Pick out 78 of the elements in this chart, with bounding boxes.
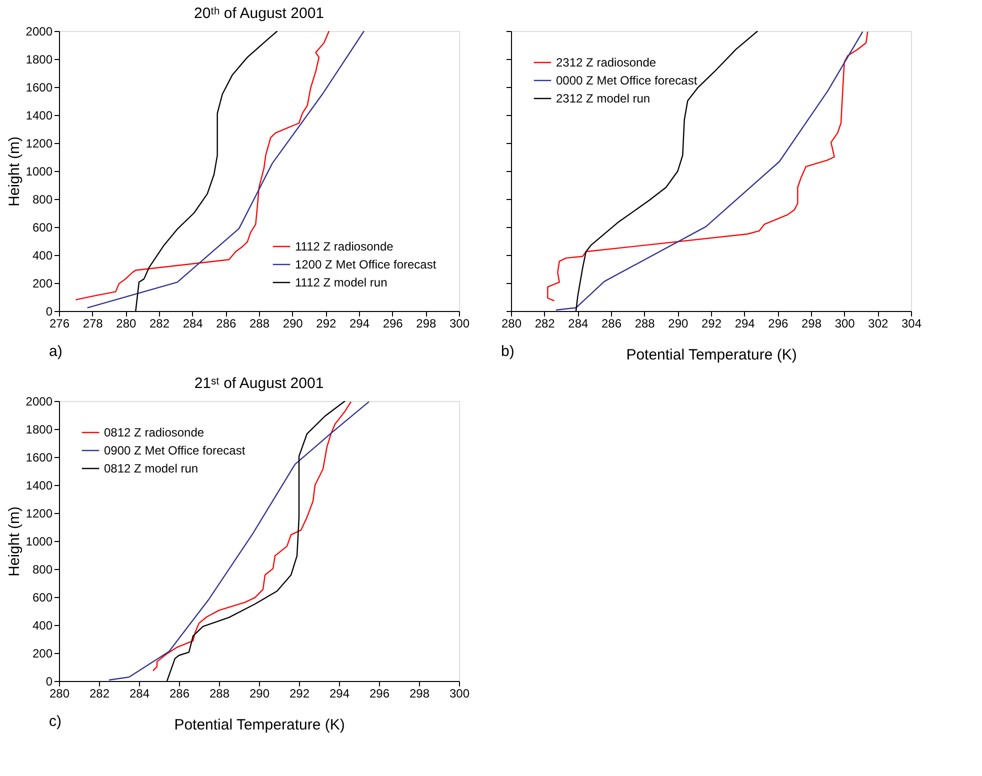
legend-label: 0900 Z Met Office forecast — [104, 444, 246, 458]
x-tick-label: 280 — [49, 686, 70, 700]
x-tick-label: 284 — [129, 686, 150, 700]
y-tick-label: 1200 — [26, 136, 53, 150]
x-tick-label: 282 — [149, 316, 170, 330]
x-tick-label: 288 — [634, 316, 656, 330]
legend-label: 0812 Z radiosonde — [104, 426, 204, 440]
y-tick-label: 1000 — [26, 534, 53, 548]
y-tick-label: 1800 — [26, 422, 53, 436]
x-tick-label: 276 — [49, 316, 70, 330]
y-tick-label: 200 — [32, 646, 53, 660]
x-tick-label: 290 — [282, 316, 304, 330]
y-tick-label: 400 — [32, 618, 53, 632]
text: a) — [49, 343, 62, 360]
x-tick-label: 286 — [169, 686, 190, 700]
x-tick-label: 304 — [901, 316, 922, 330]
y-tick-label: 400 — [32, 248, 53, 262]
x-tick-label: 280 — [116, 316, 136, 330]
legend-label: 0000 Z Met Office forecast — [556, 74, 698, 88]
x-tick-label: 282 — [534, 316, 556, 330]
y-tick-label: 0 — [46, 304, 53, 318]
y-tick-label: 1600 — [26, 80, 53, 94]
x-tick-label: 302 — [868, 316, 888, 330]
y-tick-label: 600 — [32, 590, 53, 604]
line-series — [75, 31, 330, 300]
y-tick-label: 1400 — [26, 108, 53, 122]
y-tick-label: 2000 — [26, 24, 53, 38]
x-tick-label: 288 — [249, 316, 270, 330]
y-tick-label: 800 — [32, 192, 53, 206]
y-tick-label: 1000 — [26, 164, 53, 178]
x-axis-title: Potential Temperature (K) — [626, 346, 797, 364]
x-tick-label: 298 — [416, 316, 436, 330]
y-tick-label: 800 — [32, 562, 53, 576]
x-tick-label: 278 — [82, 316, 104, 330]
y-tick-label: 1800 — [26, 52, 53, 66]
x-tick-label: 292 — [316, 316, 336, 330]
y-tick-label: 2000 — [26, 394, 53, 408]
text: c) — [49, 713, 62, 730]
x-tick-label: 298 — [801, 316, 822, 330]
x-tick-label: 286 — [216, 316, 236, 330]
legend-label: 2312 Z radiosonde — [556, 56, 656, 70]
x-tick-label: 290 — [668, 316, 688, 330]
x-tick-label: 292 — [701, 316, 722, 330]
x-tick-label: 296 — [768, 316, 788, 330]
x-tick-label: 292 — [289, 686, 310, 700]
y-tick-label: 1200 — [26, 506, 53, 520]
x-tick-label: 282 — [89, 686, 110, 700]
legend-label: 1112 Z model run — [295, 276, 388, 290]
y-tick-label: 200 — [32, 276, 53, 290]
x-tick-label: 294 — [329, 686, 350, 700]
x-tick-label: 298 — [409, 686, 430, 700]
x-tick-label: 280 — [501, 316, 522, 330]
x-tick-label: 284 — [568, 316, 588, 330]
y-axis-title: Height (m) — [6, 506, 23, 577]
y-tick-label: 1600 — [26, 450, 53, 464]
legend-label: 1200 Z Met Office forecast — [295, 258, 437, 272]
x-tick-label: 300 — [449, 686, 470, 700]
x-tick-label: 300 — [834, 316, 856, 330]
y-tick-label: 0 — [46, 674, 53, 688]
x-tick-label: 288 — [209, 686, 230, 700]
chart-title: 21ˢᵗ of August 2001 — [194, 375, 324, 392]
legend-label: 0812 Z model run — [104, 462, 198, 476]
chart-title: 20ᵗʰ of August 2001 — [194, 5, 324, 22]
x-axis-title: Potential Temperature (K) — [174, 716, 345, 734]
x-tick-label: 296 — [369, 686, 390, 700]
y-tick-label: 1400 — [26, 478, 53, 492]
legend-label: 1112 Z radiosonde — [295, 240, 394, 254]
y-tick-label: 600 — [32, 220, 53, 234]
x-tick-label: 294 — [349, 316, 370, 330]
x-tick-label: 300 — [449, 316, 470, 330]
x-tick-label: 284 — [182, 316, 204, 330]
x-tick-label: 290 — [249, 686, 270, 700]
text: b) — [501, 343, 514, 360]
y-axis-title: Height (m) — [6, 136, 23, 207]
x-tick-label: 294 — [734, 316, 756, 330]
x-tick-label: 286 — [601, 316, 622, 330]
legend-label: 2312 Z model run — [556, 92, 650, 106]
x-tick-label: 296 — [382, 316, 404, 330]
